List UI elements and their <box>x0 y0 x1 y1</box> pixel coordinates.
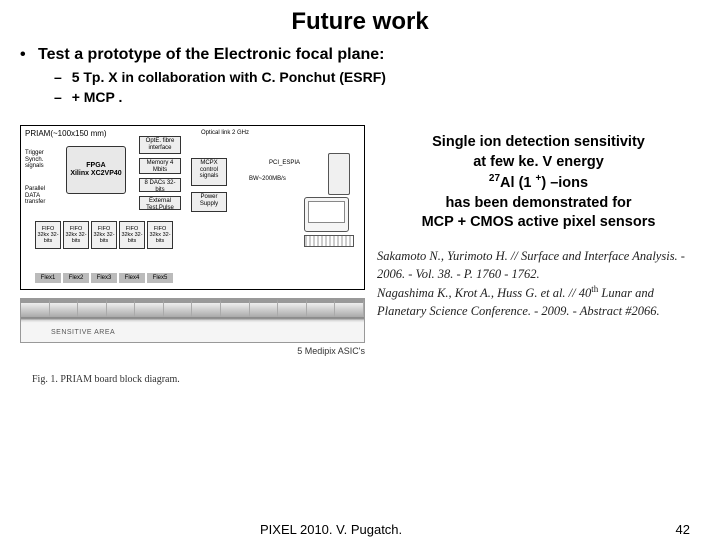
sub-bullet-2: + MCP . <box>54 88 700 108</box>
flex-4: Flex4 <box>119 273 145 283</box>
fifo-1: FIFO 32kx 32-bits <box>35 221 61 249</box>
fifo-3: FIFO 32kx 32-bits <box>91 221 117 249</box>
fifo-5: FIFO 32kx 32-bits <box>147 221 173 249</box>
highlight-l2: at few ke. V energy <box>473 154 604 170</box>
flex-2: Flex2 <box>63 273 89 283</box>
flex-3: Flex3 <box>91 273 117 283</box>
highlight-ions: ) –ions <box>541 175 588 191</box>
fifo-2: FIFO 32kx 32-bits <box>63 221 89 249</box>
footer-text: PIXEL 2010. V. Pugatch. <box>260 522 402 537</box>
monitor-icon <box>304 197 349 232</box>
flex-5: Flex5 <box>147 273 173 283</box>
asic-dividers <box>21 299 364 317</box>
ref-2: Nagashima K., Krot A., Huss G. et al. //… <box>377 283 700 320</box>
highlight-l1: Single ion detection sensitivity <box>432 134 645 150</box>
page-number: 42 <box>676 522 690 537</box>
mcpx-block: MCPX control signals <box>191 158 227 186</box>
right-column: Single ion detection sensitivity at few … <box>377 125 700 385</box>
highlight-l5: MCP + CMOS active pixel sensors <box>422 214 656 230</box>
slide-title: Future work <box>0 0 720 36</box>
pc-tower-icon <box>328 153 350 195</box>
priam-label: PRIAM(~100x150 mm) <box>25 129 107 138</box>
asic-count-label: 5 Medipix ASIC's <box>20 346 365 356</box>
fifo-row: FIFO 32kx 32-bits FIFO 32kx 32-bits FIFO… <box>35 221 173 249</box>
left-column: PRIAM(~100x150 mm) Trigger Synch. signal… <box>20 125 365 385</box>
keyboard-icon <box>304 235 354 247</box>
priam-diagram: PRIAM(~100x150 mm) Trigger Synch. signal… <box>20 125 365 290</box>
main-row: PRIAM(~100x150 mm) Trigger Synch. signal… <box>20 125 700 385</box>
fifo-4: FIFO 32kx 32-bits <box>119 221 145 249</box>
sub-bullet-1: 5 Tp. X in collaboration with C. Ponchut… <box>54 68 700 88</box>
parallel-label: Parallel DATA transfer <box>25 186 61 206</box>
power-block: Power Supply <box>191 192 227 212</box>
bw-label: BW~200MB/s <box>249 176 286 183</box>
sensitive-area-label: SENSITIVE AREA <box>51 329 115 336</box>
asic-strip: SENSITIVE AREA <box>20 298 365 343</box>
asic-area: SENSITIVE AREA 5 Medipix ASIC's <box>20 298 365 356</box>
computer-icon <box>304 151 354 247</box>
flex-1: Flex1 <box>35 273 61 283</box>
highlight-sup-27: 27 <box>489 173 500 184</box>
pci-label: PCI_ESPIA <box>269 160 300 167</box>
highlight-text: Single ion detection sensitivity at few … <box>377 133 700 233</box>
trigger-label: Trigger Synch. signals <box>25 150 61 170</box>
optical-link-label: Optical link 2 GHz <box>201 130 261 137</box>
optic-fibre-block: OptE. fibre interface <box>139 136 181 154</box>
ref-1: Sakamoto N., Yurimoto H. // Surface and … <box>377 247 700 283</box>
fpga-line2: Xilinx XC2VP40 <box>70 170 121 178</box>
highlight-al: Al (1 <box>500 175 535 191</box>
flex-row: Flex1 Flex2 Flex3 Flex4 Flex5 <box>35 273 173 283</box>
ref-2a: Nagashima K., Krot A., Huss G. et al. //… <box>377 286 591 300</box>
dacs-block: 8 DACs 32-bits <box>139 178 181 192</box>
fpga-line1: FPGA <box>86 162 105 170</box>
highlight-l4: has been demonstrated for <box>445 195 631 211</box>
memory-block: Memory 4 Mbits <box>139 158 181 174</box>
fpga-block: FPGA Xilinx XC2VP40 <box>66 146 126 194</box>
references: Sakamoto N., Yurimoto H. // Surface and … <box>377 247 700 321</box>
figure-caption: Fig. 1. PRIAM board block diagram. <box>32 374 365 385</box>
external-block: External Test.Pulse <box>139 196 181 210</box>
main-bullet: Test a prototype of the Electronic focal… <box>20 46 700 64</box>
content-area: Test a prototype of the Electronic focal… <box>0 36 720 385</box>
